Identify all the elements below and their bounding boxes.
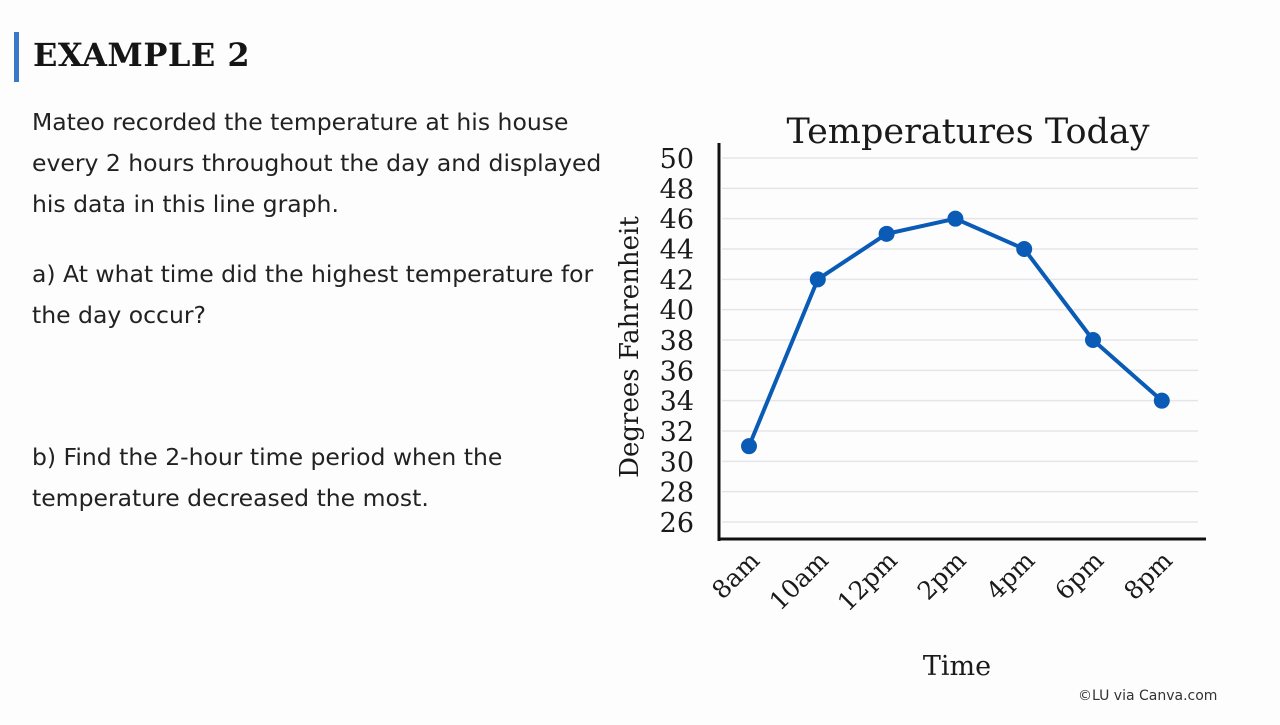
y-tick-label: 32 xyxy=(660,417,694,448)
y-tick-label: 28 xyxy=(660,478,694,509)
y-tick-label: 30 xyxy=(660,447,694,478)
data-point xyxy=(878,225,895,242)
data-point xyxy=(741,438,757,455)
x-tick-label: 4pm xyxy=(981,546,1041,606)
y-tick-label: 38 xyxy=(660,326,694,357)
y-tick-label: 34 xyxy=(660,387,694,418)
series-line xyxy=(747,216,1164,447)
x-tick-label: 8am xyxy=(706,546,765,605)
x-tick-label: 10am xyxy=(764,546,835,617)
data-point xyxy=(1153,392,1170,409)
y-tick-label: 46 xyxy=(660,205,694,236)
y-tick-label: 36 xyxy=(660,356,694,387)
credit-text: ©LU via Canva.com xyxy=(1078,688,1218,704)
heading-accent-bar xyxy=(14,32,19,82)
x-axis-label: Time xyxy=(923,651,991,682)
intro-text: Mateo recorded the temperature at his ho… xyxy=(32,108,602,218)
y-tick-label: 44 xyxy=(660,235,694,266)
y-tick-label: 50 xyxy=(660,144,694,175)
question-a: a) At what time did the highest temperat… xyxy=(32,260,594,329)
data-point xyxy=(809,271,826,288)
x-tick-label: 6pm xyxy=(1049,546,1109,606)
y-tick-label: 48 xyxy=(660,174,694,205)
y-tick-label: 26 xyxy=(660,508,694,539)
y-tick-label: 40 xyxy=(660,296,694,327)
y-axis-label: Degrees Fahrenheit xyxy=(615,216,645,478)
y-tick-label: 42 xyxy=(660,265,694,296)
question-b: b) Find the 2-hour time period when the … xyxy=(32,443,503,512)
data-point xyxy=(1016,241,1033,257)
data-point xyxy=(947,210,964,227)
data-point xyxy=(1085,332,1101,348)
x-tick-label: 8pm xyxy=(1118,546,1178,606)
chart-title: Temperatures Today xyxy=(786,112,1149,152)
x-tick-label: 12pm xyxy=(832,546,903,617)
x-tick-label: 2pm xyxy=(912,546,972,606)
page-title: EXAMPLE 2 xyxy=(33,36,251,74)
